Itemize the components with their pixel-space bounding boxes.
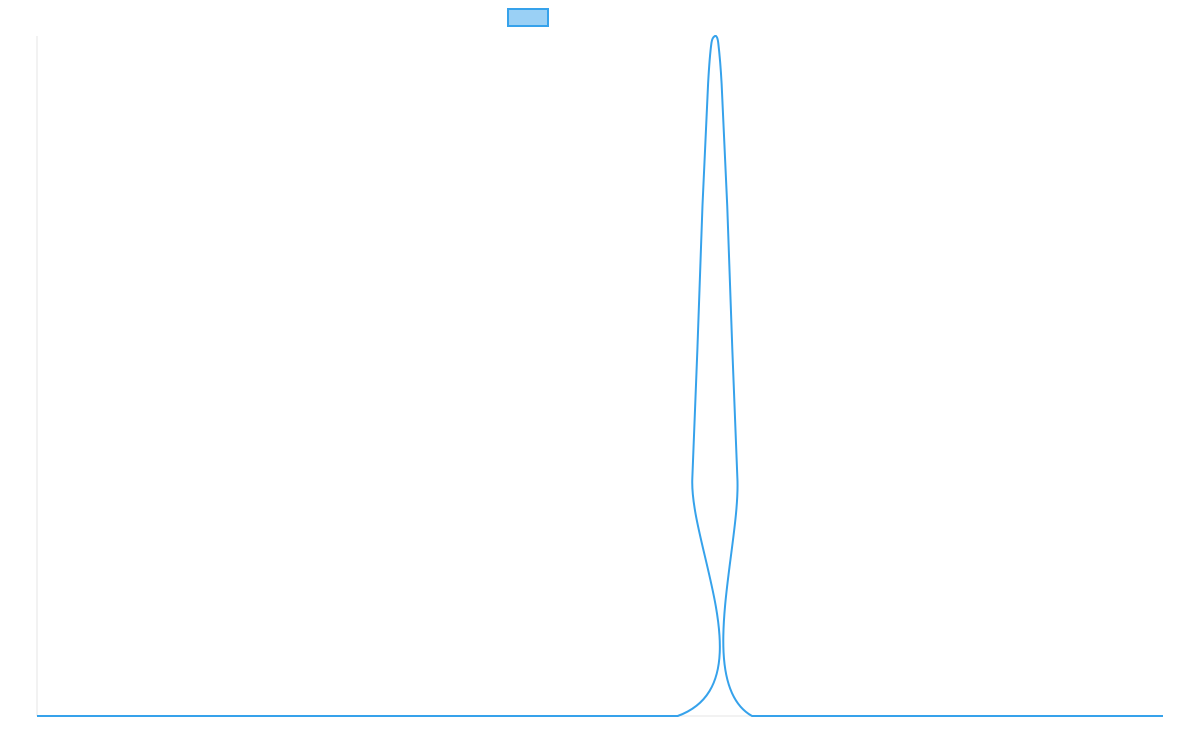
data-point[interactable] xyxy=(724,203,730,209)
data-point[interactable] xyxy=(705,81,711,87)
legend-swatch[interactable] xyxy=(507,8,549,27)
data-point[interactable] xyxy=(719,81,725,87)
data-point[interactable] xyxy=(713,33,719,39)
data-point[interactable] xyxy=(689,475,695,481)
series-line[interactable] xyxy=(37,35,1163,717)
data-point[interactable] xyxy=(734,475,740,481)
data-point[interactable] xyxy=(715,40,721,46)
data-point[interactable] xyxy=(1160,713,1166,719)
legend[interactable] xyxy=(507,8,549,27)
data-point[interactable] xyxy=(699,203,705,209)
data-point[interactable] xyxy=(34,713,40,719)
data-point[interactable] xyxy=(749,713,755,719)
data-point[interactable] xyxy=(675,713,681,719)
series-layer xyxy=(34,33,1166,719)
data-point[interactable] xyxy=(708,40,714,46)
